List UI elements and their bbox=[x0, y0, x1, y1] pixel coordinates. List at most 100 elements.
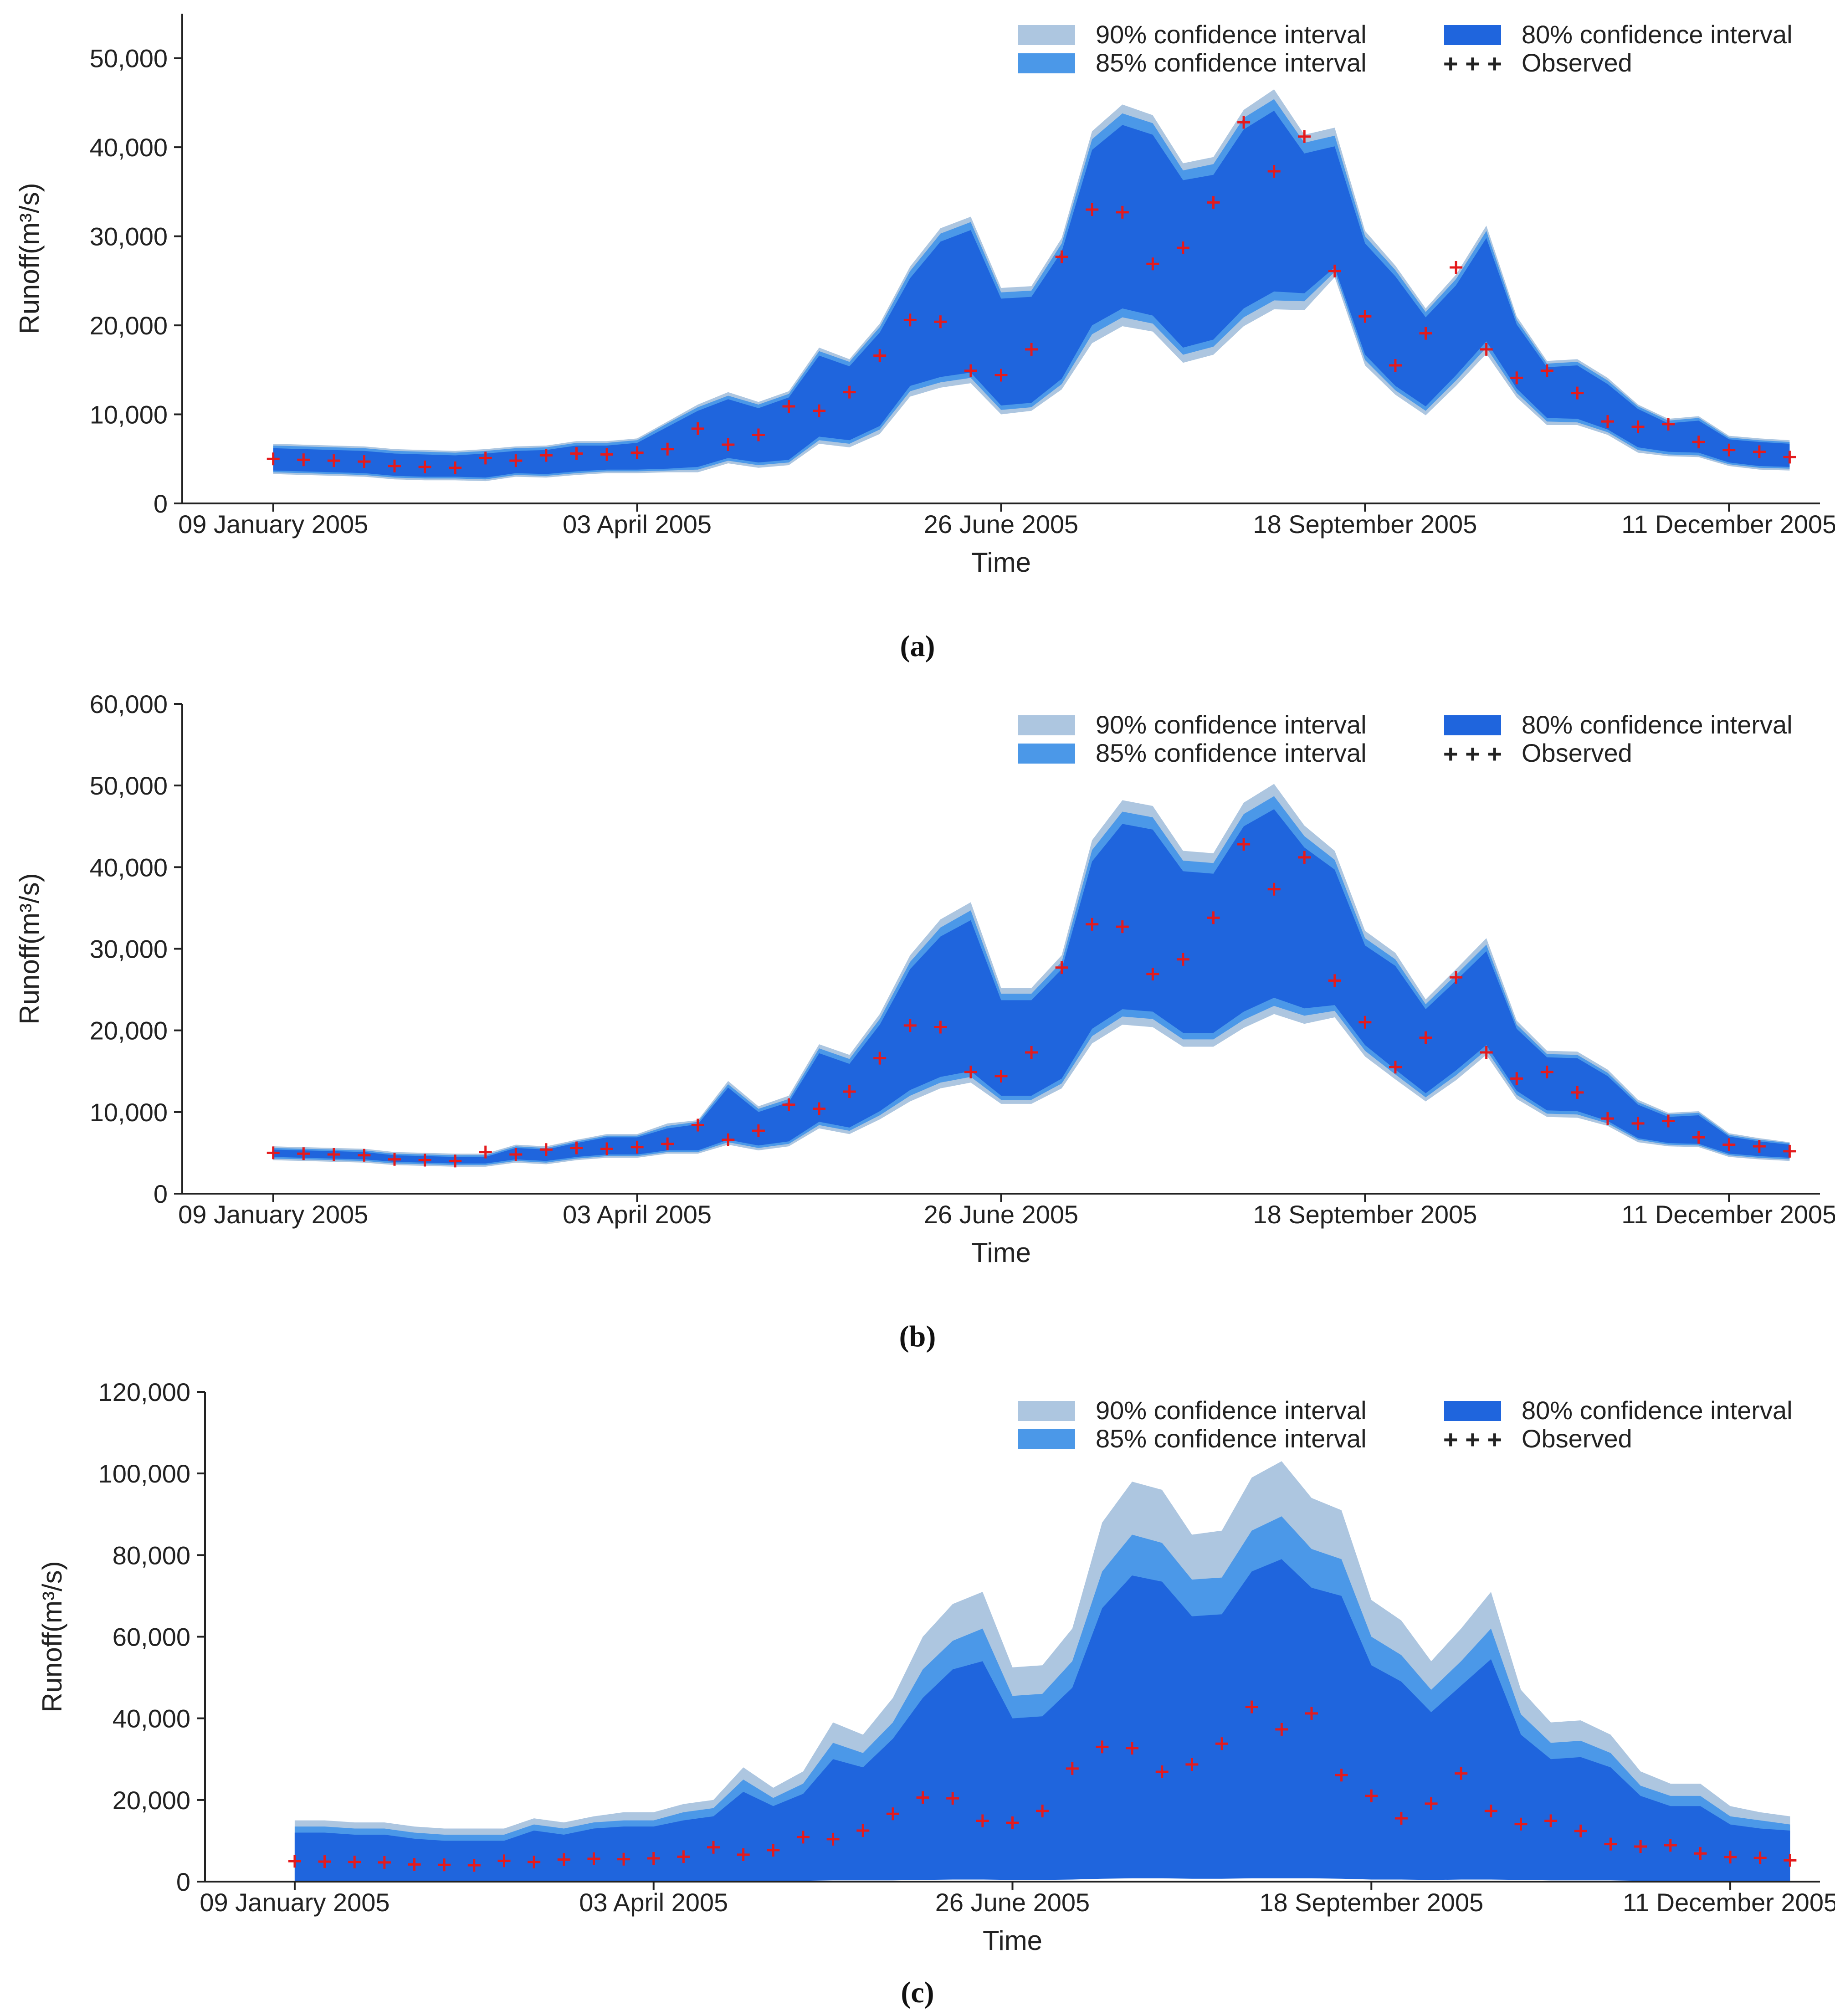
observed-point bbox=[1176, 953, 1189, 966]
observed-point bbox=[1784, 1854, 1797, 1867]
legend-swatch-80 bbox=[1444, 25, 1501, 45]
observed-point bbox=[722, 1133, 735, 1146]
observed-point bbox=[288, 1855, 301, 1868]
observed-point bbox=[1753, 1140, 1766, 1153]
observed-point bbox=[1365, 1789, 1378, 1802]
observed-point bbox=[539, 1143, 553, 1156]
observed-point bbox=[1662, 418, 1675, 431]
observed-point bbox=[358, 455, 371, 468]
observed-point bbox=[509, 1148, 523, 1161]
observed-point bbox=[1389, 359, 1402, 372]
observed-point bbox=[994, 369, 1008, 382]
observed-point bbox=[1215, 1737, 1229, 1750]
observed-point bbox=[600, 448, 614, 461]
legend-label: 80% confidence interval bbox=[1522, 710, 1793, 739]
observed-point bbox=[1664, 1839, 1677, 1852]
observed-point bbox=[358, 1149, 371, 1162]
observed-point bbox=[479, 451, 492, 465]
x-tick-label: 09 January 2005 bbox=[200, 1888, 390, 1917]
observed-point bbox=[1724, 1851, 1737, 1864]
observed-point bbox=[378, 1856, 391, 1869]
observed-point bbox=[1753, 445, 1766, 458]
legend-observed-marker: + + + bbox=[1443, 49, 1502, 78]
observed-point bbox=[1176, 241, 1189, 255]
observed-point bbox=[1328, 974, 1341, 987]
y-tick-label: 0 bbox=[154, 1180, 168, 1208]
observed-point bbox=[677, 1850, 690, 1863]
observed-point bbox=[934, 1021, 947, 1034]
observed-point bbox=[1540, 364, 1553, 377]
observed-point bbox=[528, 1856, 541, 1868]
observed-point bbox=[1298, 130, 1311, 143]
observed-point bbox=[630, 446, 644, 459]
y-tick-label: 60,000 bbox=[113, 1623, 190, 1652]
observed-point bbox=[782, 400, 795, 413]
observed-point bbox=[1146, 257, 1159, 271]
observed-point bbox=[1328, 264, 1341, 277]
observed-point bbox=[1116, 920, 1129, 934]
observed-point bbox=[509, 454, 523, 467]
legend-swatch-85 bbox=[1018, 744, 1075, 764]
observed-point bbox=[1086, 203, 1099, 216]
y-tick-label: 80,000 bbox=[113, 1541, 190, 1570]
observed-point bbox=[1604, 1837, 1617, 1851]
observed-point bbox=[1722, 443, 1736, 457]
observed-point bbox=[630, 1140, 644, 1154]
observed-point bbox=[1480, 1046, 1493, 1059]
observed-point bbox=[1394, 1812, 1408, 1825]
band-90-confidence bbox=[273, 89, 1790, 482]
x-tick-label: 03 April 2005 bbox=[579, 1888, 728, 1917]
observed-point bbox=[1358, 310, 1372, 323]
observed-point bbox=[752, 428, 765, 441]
observed-point bbox=[752, 1124, 765, 1138]
observed-point bbox=[1540, 1066, 1553, 1079]
y-tick-label: 0 bbox=[176, 1867, 190, 1896]
observed-point bbox=[964, 1066, 977, 1079]
observed-point bbox=[1055, 250, 1068, 263]
observed-point bbox=[813, 404, 826, 417]
observed-point bbox=[1237, 838, 1251, 851]
observed-point bbox=[916, 1791, 929, 1804]
observed-point bbox=[1146, 968, 1159, 981]
observed-point bbox=[1237, 116, 1251, 129]
y-tick-label: 40,000 bbox=[90, 133, 168, 162]
legend-swatch-90 bbox=[1018, 1401, 1075, 1421]
observed-point bbox=[1571, 1086, 1584, 1099]
band-80-confidence bbox=[273, 809, 1790, 1164]
observed-point bbox=[1753, 1852, 1767, 1865]
observed-point bbox=[1571, 386, 1584, 400]
observed-point bbox=[388, 1153, 401, 1166]
x-tick-label: 11 December 2005 bbox=[1621, 510, 1835, 539]
observed-point bbox=[297, 1147, 310, 1160]
observed-point bbox=[388, 459, 401, 472]
x-tick-label: 11 December 2005 bbox=[1621, 1200, 1835, 1229]
x-tick-label: 26 June 2005 bbox=[924, 1200, 1078, 1229]
observed-point bbox=[1544, 1814, 1558, 1827]
y-tick-label: 40,000 bbox=[113, 1704, 190, 1733]
observed-point bbox=[1425, 1797, 1438, 1810]
y-tick-label: 20,000 bbox=[90, 311, 168, 340]
observed-point bbox=[964, 364, 977, 377]
observed-point bbox=[1510, 1072, 1523, 1085]
x-tick-label: 03 April 2005 bbox=[563, 1200, 712, 1229]
observed-point bbox=[1096, 1740, 1109, 1754]
observed-point bbox=[1631, 420, 1645, 433]
observed-point bbox=[1066, 1762, 1079, 1775]
y-tick-label: 30,000 bbox=[90, 222, 168, 251]
observed-point bbox=[994, 1070, 1008, 1082]
observed-point bbox=[327, 1148, 340, 1161]
observed-point bbox=[1025, 1046, 1038, 1059]
observed-point bbox=[843, 385, 856, 399]
y-tick-label: 10,000 bbox=[90, 1098, 168, 1127]
observed-point bbox=[856, 1824, 870, 1837]
observed-point bbox=[418, 1154, 431, 1167]
observed-point bbox=[1692, 1131, 1705, 1144]
legend-swatch-90 bbox=[1018, 25, 1075, 45]
observed-point bbox=[1722, 1138, 1736, 1151]
y-tick-label: 10,000 bbox=[90, 400, 168, 429]
observed-point bbox=[1455, 1767, 1468, 1780]
observed-point bbox=[1036, 1805, 1049, 1818]
x-axis-title: Time bbox=[971, 1237, 1031, 1268]
observed-point bbox=[1510, 371, 1523, 385]
